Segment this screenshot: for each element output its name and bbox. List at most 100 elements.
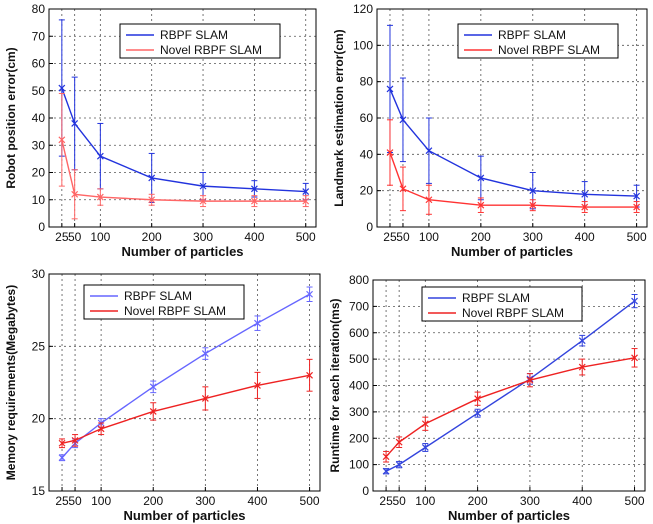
data-point — [581, 190, 589, 198]
data-point — [474, 395, 482, 403]
y-tick-label: 800 — [349, 273, 369, 287]
data-point — [631, 354, 638, 362]
x-tick-label: 300 — [523, 230, 543, 244]
data-point — [526, 376, 534, 384]
data-point — [578, 363, 586, 371]
x-tick-label: 100 — [419, 230, 439, 244]
x-tick-label: 500 — [627, 230, 647, 244]
data-point — [302, 197, 310, 205]
data-point — [96, 193, 104, 201]
x-tick-label: 400 — [247, 494, 267, 508]
data-point — [96, 152, 104, 160]
y-tick-label: 20 — [32, 166, 46, 180]
y-tick-label: 10 — [32, 193, 46, 207]
x-tick-label: 25 — [55, 494, 69, 508]
x-tick-label: 400 — [244, 230, 264, 244]
x-tick-label: 25 — [55, 230, 69, 244]
x-tick-label: 500 — [300, 494, 320, 508]
data-point — [148, 174, 156, 182]
data-point — [474, 409, 482, 417]
legend-box — [83, 284, 245, 320]
data-point — [149, 408, 157, 415]
legend-label: RBPF SLAM — [462, 291, 530, 305]
x-tick-label: 300 — [195, 494, 215, 508]
x-tick-label: 500 — [625, 494, 645, 508]
x-tick-label: 50 — [396, 230, 410, 244]
data-point — [529, 201, 537, 209]
x-tick-label: 25 — [383, 230, 397, 244]
data-point — [631, 297, 638, 305]
data-point — [633, 192, 641, 200]
x-tick-label: 200 — [142, 230, 162, 244]
x-tick-label: 100 — [415, 494, 435, 508]
y-tick-label: 120 — [353, 2, 373, 16]
data-point — [306, 290, 314, 298]
data-point — [386, 149, 394, 156]
y-tick-label: 25 — [32, 339, 46, 353]
y-tick-label: 20 — [360, 184, 374, 198]
x-tick-label: 500 — [296, 230, 316, 244]
y-tick-label: 600 — [349, 326, 369, 340]
data-point — [250, 197, 258, 205]
data-point — [395, 438, 403, 446]
y-tick-label: 30 — [32, 267, 46, 281]
y-tick-label: 40 — [360, 147, 374, 161]
data-point — [254, 381, 261, 389]
y-tick-label: 30 — [32, 138, 46, 152]
y-tick-label: 100 — [349, 458, 369, 472]
x-axis-label: Number of particles — [451, 244, 573, 259]
data-point — [71, 120, 79, 127]
y-tick-label: 80 — [32, 2, 46, 16]
data-point — [58, 136, 66, 144]
data-point — [395, 461, 403, 469]
data-point — [382, 467, 390, 475]
data-point — [254, 319, 261, 327]
data-point — [71, 436, 79, 444]
data-point — [250, 185, 258, 193]
x-axis-label: Number of particles — [448, 508, 570, 523]
y-tick-label: 0 — [38, 220, 45, 234]
data-point — [399, 185, 407, 193]
legend-box — [457, 23, 619, 59]
legend-label: RBPF SLAM — [124, 289, 192, 303]
data-point — [529, 187, 537, 195]
data-point — [199, 197, 207, 205]
y-tick-label: 200 — [349, 431, 369, 445]
data-point — [201, 394, 209, 402]
series-2 — [58, 92, 310, 220]
legend-label: RBPF SLAM — [160, 28, 228, 42]
x-tick-label: 50 — [68, 230, 82, 244]
data-point — [302, 188, 310, 195]
y-tick-label: 300 — [349, 405, 369, 419]
data-point — [97, 425, 105, 433]
x-tick-label: 50 — [68, 494, 82, 508]
data-point — [382, 453, 390, 461]
data-point — [633, 203, 641, 211]
y-tick-label: 80 — [360, 75, 374, 89]
y-tick-label: 70 — [32, 29, 46, 43]
data-point — [477, 201, 485, 209]
legend-label: RBPF SLAM — [498, 28, 566, 42]
x-axis-label: Number of particles — [123, 508, 245, 523]
chart-4: 0 100 200 300 400 500 600 700 800 25 50 100 200 300 40… — [328, 273, 646, 523]
data-point — [58, 84, 66, 92]
y-tick-label: 20 — [32, 412, 46, 426]
legend-label: Novel RBPF SLAM — [498, 43, 600, 57]
y-tick-label: 0 — [366, 220, 373, 234]
data-point — [148, 196, 156, 204]
x-tick-label: 200 — [468, 494, 488, 508]
x-axis-label: Number of particles — [121, 244, 243, 259]
y-tick-label: 0 — [362, 484, 369, 498]
series-2 — [58, 358, 314, 449]
legend-box — [421, 286, 583, 322]
data-point — [58, 454, 66, 462]
x-tick-label: 400 — [572, 494, 592, 508]
data-point — [386, 85, 394, 93]
legend-box — [119, 23, 281, 59]
